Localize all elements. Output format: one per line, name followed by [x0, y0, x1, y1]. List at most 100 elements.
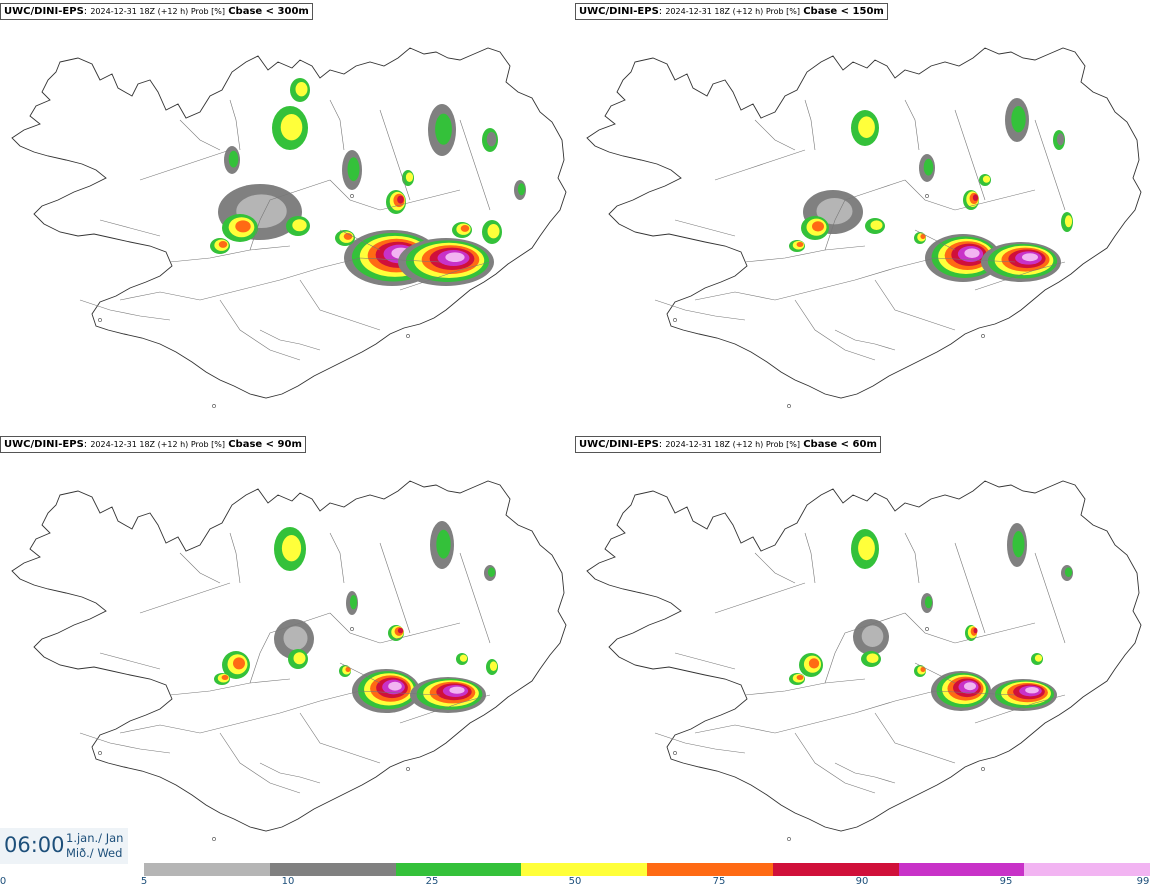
valid-time: 06:00: [4, 833, 65, 857]
probability-area: [218, 240, 228, 248]
colorbar-segment: [269, 863, 396, 876]
island: [925, 627, 929, 631]
region-boundary: [459, 119, 491, 211]
probability-area: [964, 248, 980, 258]
region-boundary: [219, 299, 301, 361]
region-boundary: [299, 712, 381, 764]
panel-title: UWC/DINI-EPS: 2024-12-31 18Z (+12 h) Pro…: [575, 3, 888, 20]
probability-area: [923, 158, 934, 176]
region-boundary: [654, 299, 746, 321]
probability-area: [397, 627, 404, 634]
region-boundary: [259, 762, 321, 784]
probability-area: [1012, 531, 1025, 558]
region-boundary: [1034, 119, 1066, 211]
probability-area: [293, 652, 306, 665]
region-boundary: [119, 690, 441, 734]
probability-area: [228, 150, 239, 168]
region-boundary: [299, 279, 381, 331]
region-boundary: [99, 652, 161, 670]
probability-area: [870, 220, 883, 230]
region-boundary: [379, 109, 411, 201]
region-boundary: [119, 257, 441, 301]
region-boundary: [399, 694, 491, 724]
island: [350, 194, 354, 198]
region-boundary: [824, 612, 906, 684]
region-boundary: [974, 261, 1066, 291]
probability-area: [1011, 106, 1026, 133]
probability-colorbar: [144, 863, 1150, 876]
panel-title: UWC/DINI-EPS: 2024-12-31 18Z (+12 h) Pro…: [0, 436, 306, 453]
coastline: [11, 47, 567, 399]
region-boundary: [674, 652, 736, 670]
probability-area: [459, 654, 468, 662]
valid-date: 1.jan./ Jan Mið./ Wed: [66, 831, 123, 861]
island: [98, 751, 102, 755]
probability-area: [972, 194, 979, 201]
island: [673, 318, 677, 322]
probability-area: [435, 113, 452, 145]
probability-area: [858, 116, 875, 138]
colorbar-tick-label: 0: [0, 876, 7, 887]
region-boundary: [379, 542, 411, 634]
region-boundary: [229, 99, 241, 151]
region-boundary: [329, 99, 345, 151]
island: [406, 334, 410, 338]
probability-area: [283, 626, 308, 651]
region-boundary: [904, 99, 920, 151]
probability-area: [808, 658, 820, 669]
region-boundary: [714, 582, 806, 614]
probability-area: [866, 653, 879, 663]
probability-area: [487, 224, 500, 239]
probability-area: [349, 595, 358, 610]
region-boundary: [219, 732, 301, 794]
region-boundary: [834, 762, 896, 784]
probability-area: [1064, 567, 1073, 577]
region-boundary: [824, 179, 906, 251]
colorbar-segment: [898, 863, 1025, 876]
colorbar-segment: [395, 863, 522, 876]
probability-area: [280, 114, 303, 141]
region-boundary: [1034, 552, 1066, 644]
iceland-map: [586, 47, 1142, 408]
iceland-map: [11, 47, 567, 408]
region-boundary: [399, 261, 491, 291]
probability-area: [1064, 215, 1073, 228]
colorbar-tick-label: 99: [1136, 876, 1150, 887]
region-boundary: [139, 149, 231, 181]
region-boundary: [904, 612, 1036, 644]
probability-area: [861, 625, 884, 647]
probability-area: [343, 232, 353, 240]
probability-area: [489, 661, 498, 671]
panel-title: UWC/DINI-EPS: 2024-12-31 18Z (+12 h) Pro…: [0, 3, 313, 20]
probability-area: [982, 175, 991, 183]
probability-area: [347, 157, 360, 182]
probability-area: [397, 195, 404, 204]
region-boundary: [259, 329, 321, 351]
region-boundary: [954, 542, 986, 634]
region-boundary: [329, 612, 461, 644]
region-boundary: [794, 299, 876, 361]
region-boundary: [169, 245, 291, 263]
probability-area: [345, 666, 351, 672]
region-boundary: [694, 257, 1016, 301]
probability-area: [436, 529, 451, 559]
region-boundary: [179, 119, 221, 151]
probability-area: [920, 666, 926, 672]
probability-area: [449, 686, 465, 694]
island: [787, 837, 791, 841]
probability-area: [796, 241, 804, 247]
island: [787, 404, 791, 408]
probability-area: [388, 681, 402, 691]
probability-area: [1034, 654, 1043, 662]
region-boundary: [674, 219, 736, 237]
iceland-map: [11, 480, 567, 841]
probability-area: [486, 132, 497, 147]
colorbar-tick-label: 10: [281, 876, 295, 887]
probability-area: [816, 198, 853, 225]
probability-area: [487, 567, 496, 577]
island: [981, 767, 985, 771]
probability-area: [812, 221, 824, 232]
island: [406, 767, 410, 771]
region-boundary: [794, 732, 876, 794]
island: [981, 334, 985, 338]
